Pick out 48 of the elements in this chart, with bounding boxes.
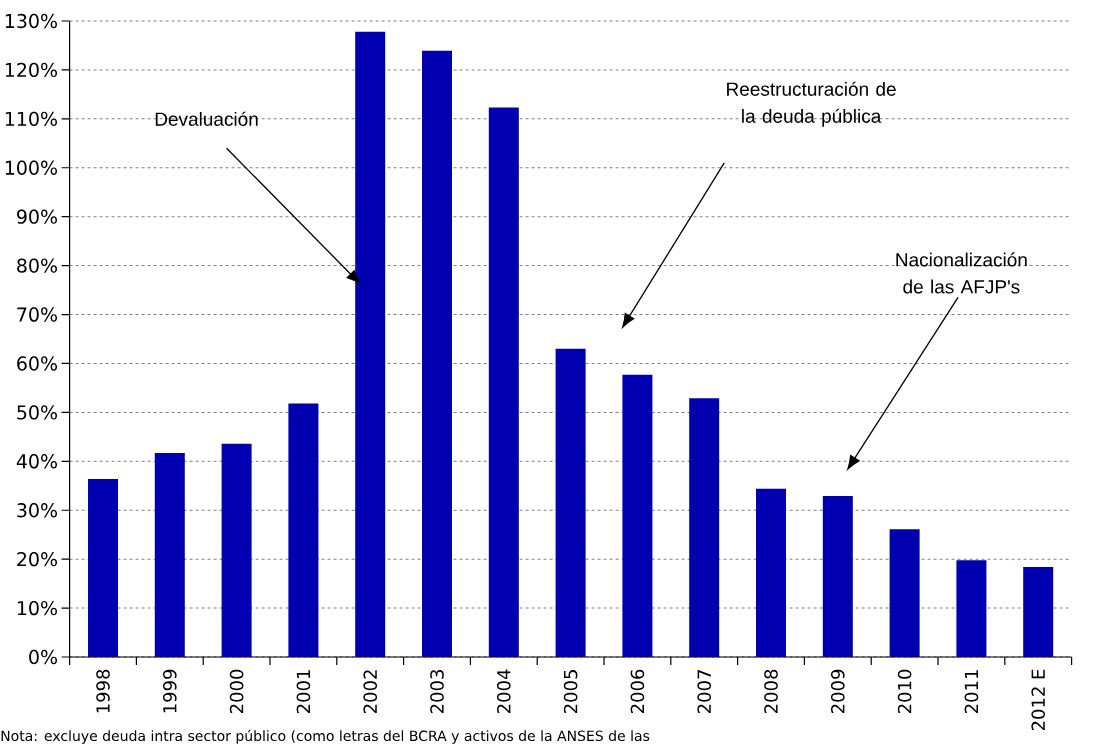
y-tick-label: 90% (17, 209, 58, 224)
bar (889, 529, 920, 657)
y-tick-label: 80% (17, 258, 58, 273)
bar (288, 403, 319, 657)
annotation: Reestructuración de la deuda pública (727, 81, 896, 127)
y-tick-label: 10% (17, 600, 58, 616)
x-tick-label: 2001 (296, 670, 311, 714)
bar (355, 31, 386, 657)
bar (555, 348, 586, 657)
bar (622, 374, 653, 657)
y-tick-label: 70% (17, 307, 58, 322)
x-tick-label: 2004 (496, 669, 511, 714)
x-tick-label: 2000 (229, 669, 244, 714)
bar (221, 443, 252, 657)
y-tick-label: 20% (17, 551, 58, 567)
bar (1023, 566, 1054, 657)
y-tick-label: 100% (5, 160, 57, 175)
x-tick-label: 1999 (162, 669, 177, 713)
x-tick-label: 2002 (363, 670, 378, 714)
x-tick-label: 2005 (563, 670, 578, 714)
bar (822, 496, 853, 657)
x-tick-label: 2010 (897, 669, 912, 714)
bar (956, 560, 987, 657)
bar (422, 50, 453, 657)
x-tick-label: 2003 (430, 669, 444, 714)
bar (88, 478, 118, 657)
annotation: Devaluación (155, 111, 258, 126)
x-tick-label: 2007 (697, 670, 712, 714)
y-tick-label: 110% (5, 111, 57, 127)
y-tick-label: 60% (17, 356, 58, 371)
y-tick-label: 30% (17, 503, 58, 518)
x-tick-label: 1998 (96, 669, 110, 713)
x-tick-label: 2009 (831, 669, 845, 714)
x-tick-label: 2012 E (1031, 669, 1046, 731)
annotation: Nacionalización de las AFJP's (896, 252, 1027, 294)
y-tick-label: 120% (5, 62, 57, 78)
bar (756, 488, 787, 657)
bar (689, 398, 720, 657)
y-tick-label: 40% (16, 454, 58, 469)
x-tick-label: 2008 (764, 669, 778, 714)
x-tick-label: 2006 (630, 669, 645, 714)
y-tick-label: 0% (29, 649, 58, 665)
y-tick-label: 50% (17, 405, 58, 420)
x-tick-label: 2011 (964, 670, 979, 714)
y-tick-label: 130% (5, 13, 57, 29)
bar (488, 107, 519, 657)
text: Nota: excluye deuda intra sector público (como letras del BCRA y activos de la ANSES de las (1, 729, 650, 744)
bar (154, 452, 185, 657)
